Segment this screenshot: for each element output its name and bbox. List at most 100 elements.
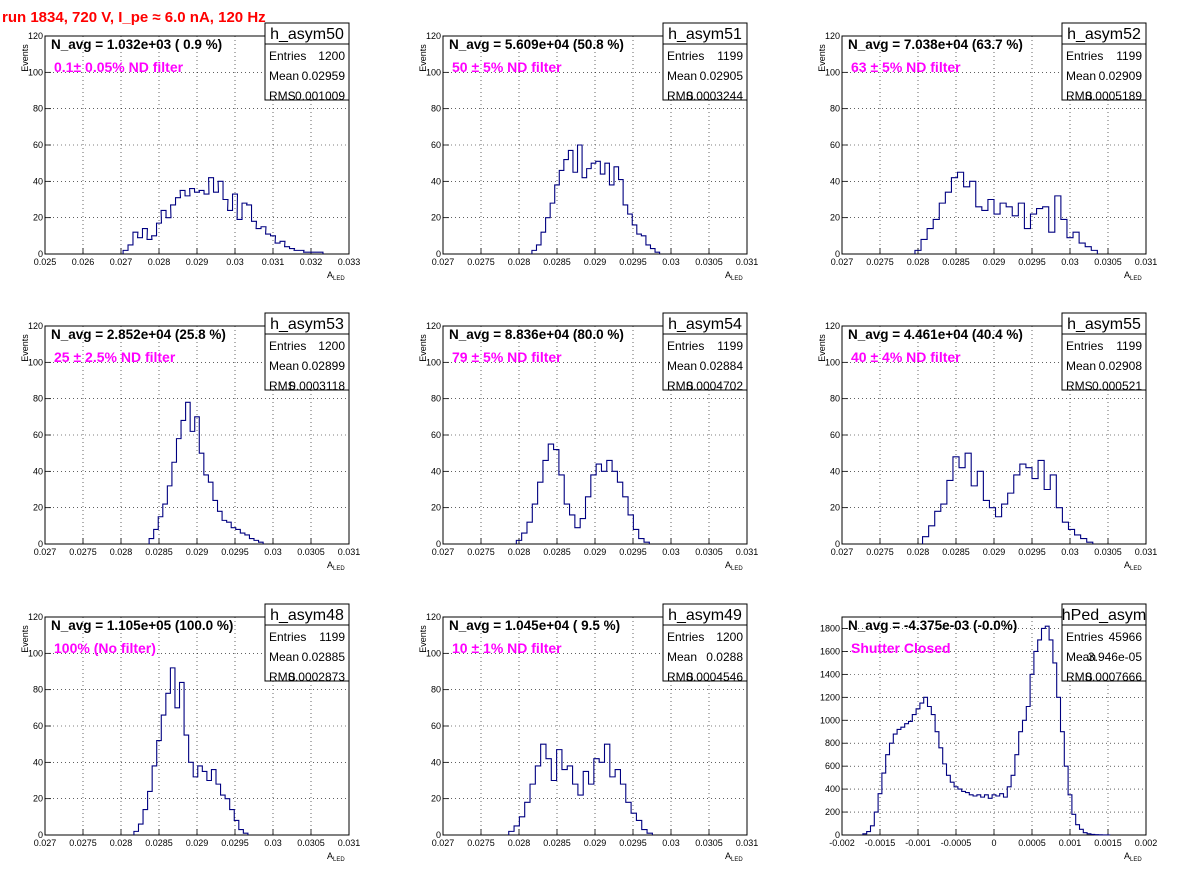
y-tick-label: 120 [28, 321, 43, 331]
histogram-name: h_asym50 [270, 26, 344, 43]
x-tick-label: 0.0305 [297, 838, 325, 848]
histogram-name: h_asym55 [1067, 316, 1141, 333]
y-tick-label: 20 [830, 503, 840, 513]
n-avg-label: N_avg = 8.836e+04 (80.0 %) [449, 327, 624, 342]
n-avg-label: N_avg = 1.045e+04 ( 9.5 %) [449, 618, 620, 633]
run-title: run 1834, 720 V, I_pe ≈ 6.0 nA, 120 Hz [2, 9, 266, 26]
x-tick-label: 0.029 [186, 257, 209, 267]
stat-value: 0.02905 [700, 69, 744, 83]
x-tick-label: 0.029 [186, 547, 209, 557]
x-tick-label: 0.031 [736, 257, 759, 267]
histogram-panel-h_asym48: 0.027 0.0275 0.028 0.0285 0.029 0.0295 0.03 0.0… [20, 603, 360, 863]
x-axis-label: ALED [327, 270, 345, 282]
x-tick-label: 0.029 [584, 257, 607, 267]
y-tick-label: 80 [33, 685, 43, 695]
stat-label: Mean [1066, 650, 1096, 664]
stats-box-frame [662, 22, 748, 101]
y-tick-label: 100 [426, 357, 441, 367]
histogram-panel-h_asym51: 0.027 0.0275 0.028 0.0285 0.029 0.0295 0.03 0.0… [418, 22, 759, 282]
y-tick-label: 100 [426, 67, 441, 77]
stat-value: 1199 [319, 630, 345, 644]
y-tick-label: 100 [28, 67, 43, 77]
y-axis-label: Events [20, 44, 30, 72]
x-tick-label: 0.0275 [866, 257, 894, 267]
x-tick-label: 0.03 [264, 838, 282, 848]
y-axis-label: Events [817, 44, 827, 72]
stats-box-frame [1061, 603, 1147, 682]
y-tick-label: 80 [33, 104, 43, 114]
plot-frame [841, 35, 1147, 255]
y-tick-label: 100 [825, 67, 840, 77]
stats-box: h_asym52 Entries 1199 Mean 0.02909 RMS0.00051… [1061, 22, 1147, 103]
x-tick-label: 0.0275 [69, 838, 97, 848]
x-tick-label: -0.0015 [865, 838, 896, 848]
x-tick-label: 0.0305 [695, 257, 723, 267]
y-tick-label: 800 [825, 738, 840, 748]
x-tick-label: 0.0285 [543, 838, 571, 848]
x-tick-label: 0.028 [110, 547, 133, 557]
x-tick-label: 0 [991, 838, 996, 848]
filter-label: 63 ± 5% ND filter [851, 59, 961, 75]
stat-label: Mean [667, 359, 697, 373]
stats-box-frame [662, 603, 748, 682]
stat-value: 1200 [318, 339, 345, 353]
x-tick-label: 0.0295 [619, 547, 647, 557]
x-tick-label: 0.026 [72, 257, 95, 267]
x-tick-label: 0.0015 [1094, 838, 1122, 848]
x-tick-label: -0.002 [829, 838, 855, 848]
x-tick-label: 0.0005 [1018, 838, 1046, 848]
x-tick-label: 0.0295 [619, 838, 647, 848]
x-tick-label: 0.027 [831, 257, 854, 267]
x-tick-label: 0.031 [736, 838, 759, 848]
x-axis-label-sub: LED [1130, 566, 1142, 572]
x-tick-label: 0.028 [508, 257, 531, 267]
x-axis-label-sub: LED [731, 566, 743, 572]
x-tick-label: 0.0275 [467, 257, 495, 267]
x-axis-label-sub: LED [731, 276, 743, 282]
stat-value: 0.0002873 [288, 670, 345, 684]
stat-label: Mean [1066, 69, 1096, 83]
x-tick-label: 0.031 [1135, 257, 1158, 267]
x-tick-label: 0.028 [907, 547, 930, 557]
x-tick-label: 0.029 [186, 838, 209, 848]
y-tick-label: 20 [431, 213, 441, 223]
x-tick-label: 0.0275 [467, 838, 495, 848]
plot-frame [442, 616, 748, 836]
x-tick-label: 0.027 [432, 547, 455, 557]
x-tick-label: 0.0295 [619, 257, 647, 267]
x-tick-label: 0.025 [34, 257, 57, 267]
histogram-name: h_asym48 [270, 607, 344, 624]
n-avg-label: N_avg = -4.375e-03 (-0.0%) [848, 618, 1017, 633]
x-axis-label: ALED [1124, 560, 1142, 572]
stat-label: RMS [1066, 670, 1093, 684]
x-axis-label: ALED [725, 851, 743, 863]
x-tick-label: 0.032 [300, 257, 323, 267]
stat-value: 0.02884 [700, 359, 744, 373]
y-tick-label: 120 [28, 612, 43, 622]
y-tick-label: 120 [825, 31, 840, 41]
y-tick-label: 100 [28, 357, 43, 367]
stats-box: h_asym49 Entries 1200 Mean 0.0288 RMS0.000454… [662, 603, 748, 684]
stat-label: Entries [1066, 339, 1103, 353]
y-tick-label: 1000 [820, 715, 840, 725]
y-tick-label: 0 [835, 249, 840, 259]
x-axis-label: ALED [1124, 270, 1142, 282]
y-tick-label: 40 [33, 466, 43, 476]
y-tick-label: 80 [830, 104, 840, 114]
x-tick-label: 0.0305 [1094, 547, 1122, 557]
y-tick-label: 0 [835, 539, 840, 549]
histogram-line-h_asym52 [914, 171, 1098, 254]
y-tick-label: 120 [825, 321, 840, 331]
x-tick-label: 0.029 [584, 547, 607, 557]
x-tick-label: -0.001 [905, 838, 931, 848]
y-tick-label: 0 [38, 539, 43, 549]
x-tick-label: 0.0305 [695, 547, 723, 557]
x-tick-label: 0.028 [110, 838, 133, 848]
x-tick-label: 0.03 [226, 257, 244, 267]
y-tick-label: 60 [33, 721, 43, 731]
x-tick-label: 0.028 [508, 547, 531, 557]
histogram-name: h_asym52 [1067, 26, 1141, 43]
x-tick-label: 0.0275 [69, 547, 97, 557]
y-tick-label: 600 [825, 761, 840, 771]
filter-label: 100% (No filter) [54, 640, 156, 656]
